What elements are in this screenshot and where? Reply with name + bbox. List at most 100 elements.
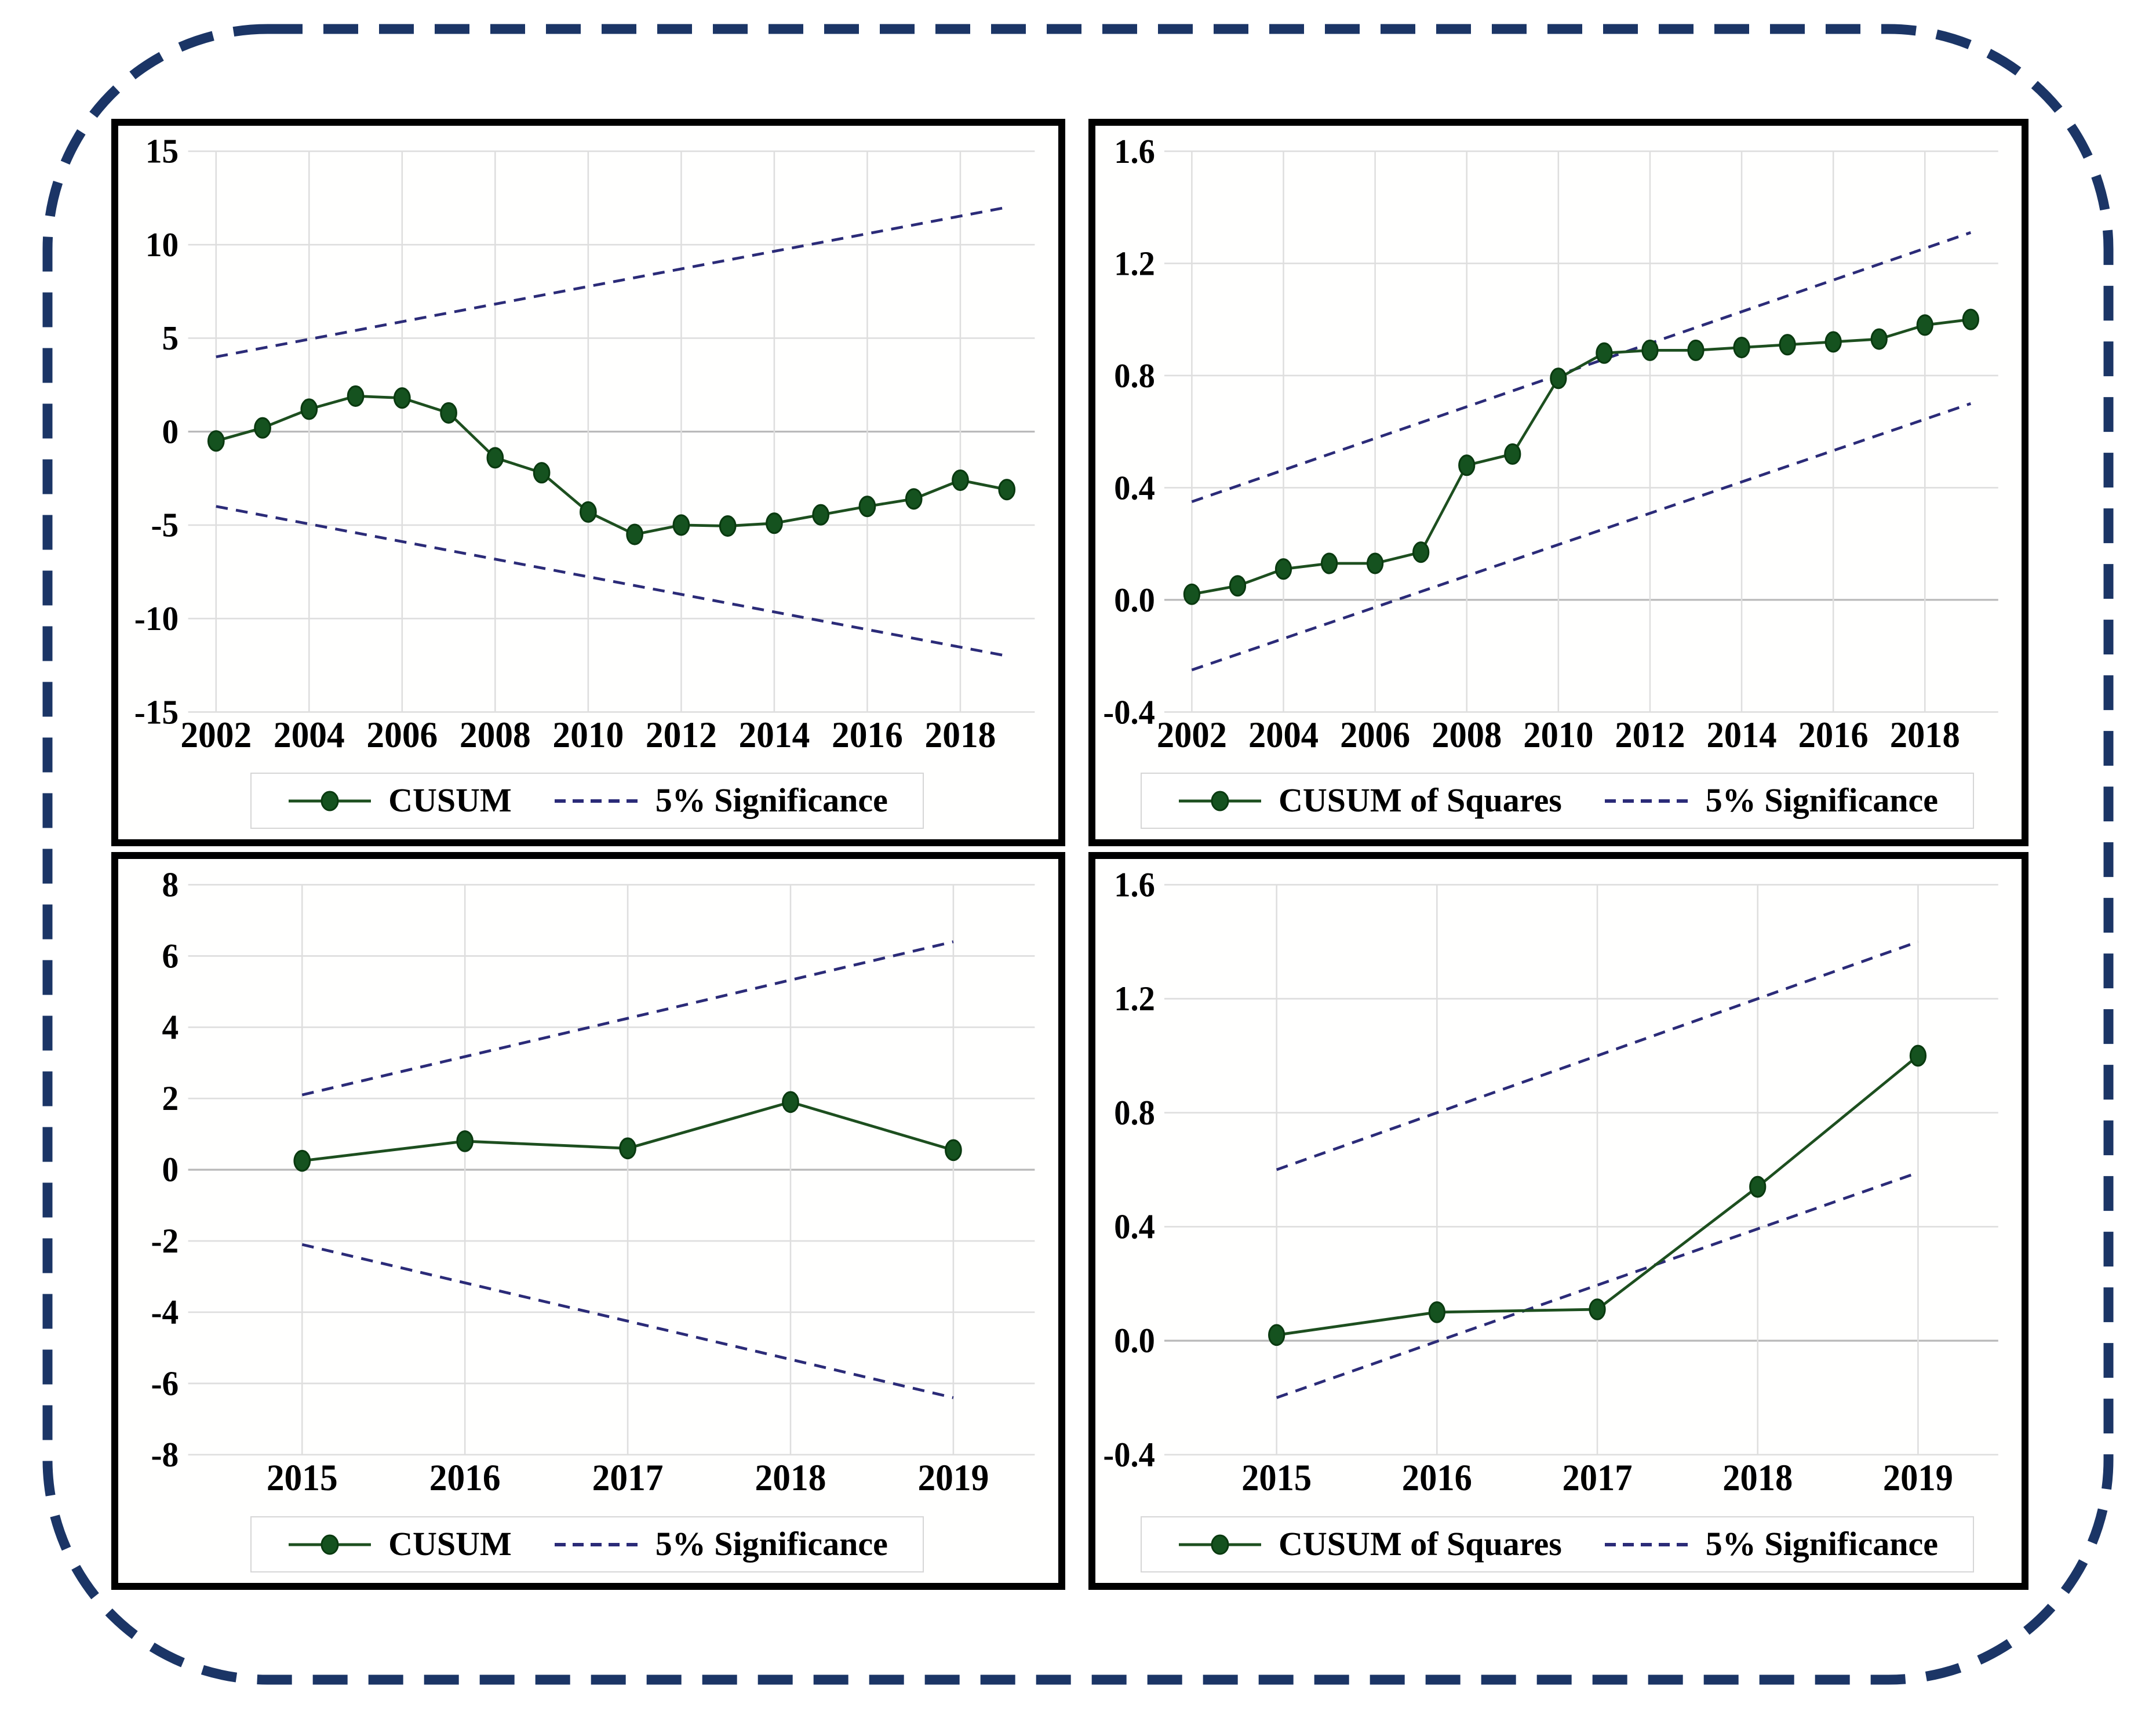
x-tick-label: 2016: [832, 714, 903, 755]
significance-lower-line: [301, 1243, 954, 1399]
data-point-marker: [952, 469, 969, 492]
significance-lower-line: [1191, 402, 1972, 672]
x-tick-label: 2018: [1722, 1457, 1793, 1498]
x-tick-label: 2015: [267, 1457, 338, 1499]
y-tick-label: 15: [145, 132, 179, 170]
x-tick-label: 2015: [1241, 1457, 1312, 1498]
significance-lower-line: [216, 505, 1007, 658]
dashed-line-icon: [554, 799, 639, 803]
legend-item-significance: 5% Significance: [553, 781, 888, 820]
data-point-marker: [580, 501, 597, 523]
x-tick-label: 2019: [917, 1457, 989, 1499]
x-tick-label: 2008: [1432, 715, 1502, 756]
y-tick-label: 8: [162, 865, 179, 904]
legend-item-significance: 5% Significance: [1604, 1525, 1938, 1563]
chart-panel-cusum-subsample: 8 6 4 2 0 -2 -4 -6 -8 2015 2016 2017 2018 2019 CUSUM …: [111, 852, 1065, 1590]
y-tick-label: 1.6: [1114, 865, 1155, 904]
legend-row: CUSUM 5% Significance: [124, 773, 1050, 829]
legend-label-significance: 5% Significance: [655, 1525, 888, 1563]
x-tick-label: 2010: [552, 714, 624, 755]
x-tick-label: 2002: [180, 714, 252, 755]
y-tick-label: 10: [145, 225, 179, 264]
series-line-marker-icon: [289, 791, 372, 811]
data-point-marker: [858, 496, 876, 518]
dashed-line-icon: [554, 1542, 639, 1546]
x-tick-label: 2012: [646, 714, 717, 755]
data-point-marker: [1641, 339, 1659, 361]
data-point-marker: [1550, 367, 1567, 389]
legend-label-significance: 5% Significance: [655, 781, 888, 820]
y-tick-label: 0.0: [1114, 1322, 1155, 1360]
legend-label-series: CUSUM: [388, 1525, 512, 1563]
legend-label-significance: 5% Significance: [1705, 1525, 1938, 1563]
cusumsq-subsample-plot: 1.6 1.2 0.8 0.4 0.0 -0.4 2015 2016 2017 2018 2019: [1103, 865, 1998, 1499]
data-point-marker: [1504, 443, 1521, 465]
data-point-marker: [766, 512, 783, 534]
legend-box: CUSUM of Squares 5% Significance: [1141, 773, 1974, 829]
data-point-marker: [1962, 308, 1979, 330]
x-tick-label: 2008: [460, 714, 531, 755]
data-point-marker: [1274, 558, 1292, 580]
x-tick-label: 2006: [1340, 715, 1410, 756]
x-tick-label: 2018: [925, 714, 996, 755]
series-line-marker-icon: [1179, 791, 1262, 811]
x-tick-label: 2016: [429, 1457, 501, 1499]
y-tick-label: -15: [134, 693, 179, 731]
data-point-marker: [719, 515, 737, 537]
dashed-line-icon: [1604, 799, 1689, 803]
legend-box: CUSUM 5% Significance: [250, 1516, 924, 1572]
data-point-marker: [1589, 1298, 1606, 1320]
data-point-marker: [1687, 339, 1705, 361]
x-tick-label: 2010: [1523, 715, 1593, 756]
data-point-marker: [347, 385, 365, 407]
data-point-marker: [672, 514, 690, 536]
y-tick-label: -10: [134, 599, 179, 638]
series-line-marker-icon: [289, 1534, 372, 1555]
legend-label-significance: 5% Significance: [1705, 781, 1938, 820]
y-tick-label: 6: [162, 937, 179, 975]
data-point-marker: [1779, 334, 1796, 356]
data-point-marker: [782, 1091, 799, 1113]
data-point-marker: [1229, 575, 1247, 597]
data-point-marker: [293, 1149, 311, 1172]
y-tick-label: -0.4: [1103, 693, 1155, 731]
significance-upper-line: [1191, 231, 1972, 503]
y-tick-label: 0.4: [1114, 1207, 1155, 1246]
legend-item-significance: 5% Significance: [1604, 781, 1938, 820]
legend-item-cusumsq: CUSUM of Squares: [1177, 782, 1562, 818]
data-point-marker: [207, 430, 225, 452]
data-point-marker: [1458, 454, 1476, 476]
data-point-marker: [619, 1137, 636, 1160]
y-tick-label: 1.2: [1114, 980, 1155, 1018]
y-tick-label: 0.8: [1114, 356, 1155, 395]
y-tick-label: 0.0: [1114, 581, 1155, 620]
data-point-marker: [300, 398, 318, 420]
legend-item-cusum: CUSUM: [286, 781, 512, 820]
chart-panel-cusum-full-sample: 15 10 5 0 -5 -10 -15 2002 2004 2006 2008 2010 2012 20…: [111, 119, 1065, 846]
series-line: [1192, 318, 1971, 596]
x-tick-label: 2002: [1157, 715, 1227, 756]
legend-label-series: CUSUM: [388, 781, 512, 820]
x-tick-label: 2018: [755, 1457, 826, 1499]
x-tick-label: 2014: [738, 714, 810, 755]
x-tick-label: 2017: [592, 1457, 664, 1499]
y-tick-label: 1.2: [1114, 244, 1155, 283]
y-tick-label: 4: [162, 1008, 179, 1047]
data-point-marker: [1749, 1175, 1767, 1198]
x-tick-label: 2012: [1615, 715, 1685, 756]
significance-upper-line: [301, 940, 954, 1097]
y-tick-label: 0.8: [1114, 1093, 1155, 1132]
y-tick-label: -0.4: [1103, 1435, 1155, 1474]
data-point-marker: [533, 462, 551, 484]
x-tick-label: 2016: [1798, 715, 1869, 756]
data-point-marker: [1183, 583, 1201, 605]
data-point-marker: [1412, 541, 1430, 563]
significance-lower-line: [1276, 1171, 1919, 1399]
legend-box: CUSUM 5% Significance: [250, 773, 924, 829]
data-point-marker: [1268, 1324, 1285, 1346]
dashed-line-icon: [1604, 1542, 1689, 1546]
legend-item-cusum: CUSUM: [286, 1525, 512, 1563]
